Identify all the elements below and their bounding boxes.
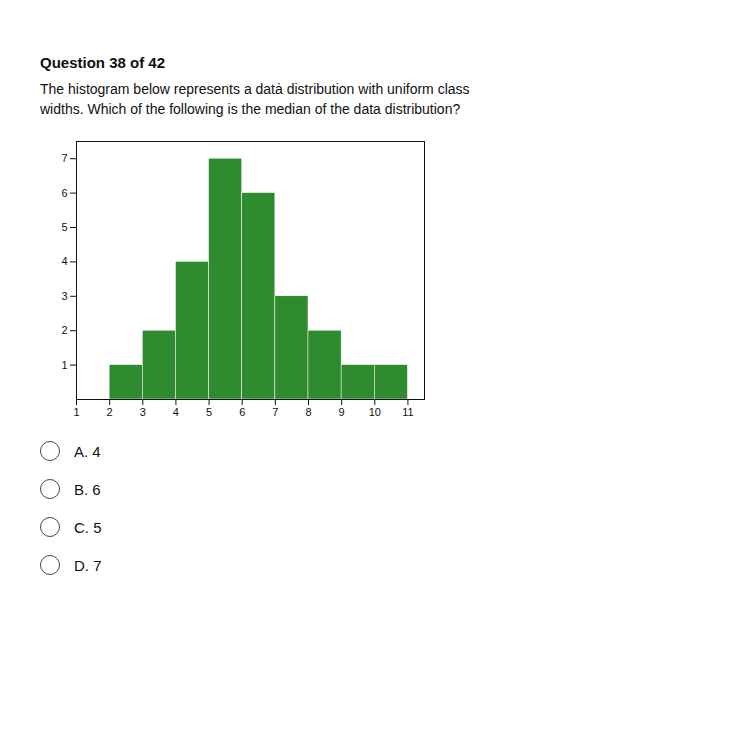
- svg-text:11: 11: [402, 406, 413, 418]
- svg-text:5: 5: [206, 406, 212, 418]
- svg-text:3: 3: [61, 290, 67, 302]
- html-text:D. 7: D. 7: [74, 556, 102, 574]
- html-text:Question 38 of 42: Question 38 of 42: [40, 54, 165, 71]
- html-text:A. 4: A. 4: [74, 442, 101, 460]
- html-text:C. 5: C. 5: [74, 518, 102, 536]
- svg-text:1: 1: [73, 406, 79, 418]
- svg-text:8: 8: [305, 406, 311, 418]
- svg-text:6: 6: [239, 406, 245, 418]
- svg-text:2: 2: [61, 324, 67, 336]
- svg-text:1: 1: [61, 359, 67, 371]
- svg-text:4: 4: [173, 406, 179, 418]
- html-text:B. 6: B. 6: [74, 480, 101, 498]
- svg-text:6: 6: [61, 187, 67, 199]
- svg-text:4: 4: [61, 255, 67, 267]
- svg-text:5: 5: [61, 221, 67, 233]
- svg-text:7: 7: [61, 152, 67, 164]
- html-text:The histogram below represents: The histogram below represents a datȧ d…: [40, 81, 470, 97]
- svg-text:7: 7: [272, 406, 278, 418]
- svg-text:9: 9: [339, 406, 345, 418]
- html-text:widths. Which of the following: widths. Which of the following is the me…: [40, 101, 461, 117]
- svg-text:3: 3: [140, 406, 146, 418]
- svg-text:10: 10: [369, 406, 381, 418]
- svg-text:2: 2: [107, 406, 113, 418]
